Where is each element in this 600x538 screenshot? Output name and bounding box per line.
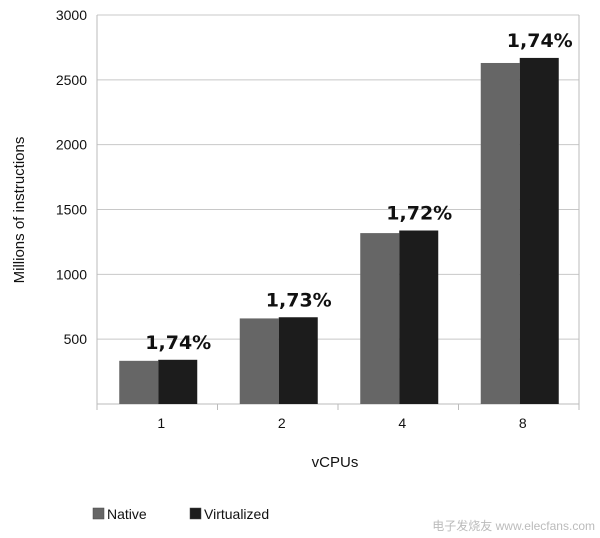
legend-swatch-native [92, 507, 105, 520]
labels: 500 1000 1500 2000 2500 3000 1 1,74% 2 1,73% 4 1,72… [56, 7, 573, 431]
legend: Native Virtualized [92, 506, 269, 522]
data-label: 1,74% [145, 332, 211, 354]
legend-swatch-virtualized [189, 507, 202, 520]
bar-native-2 [239, 318, 279, 404]
x-tick-label: 8 [519, 415, 527, 431]
bar-native-1 [119, 360, 159, 404]
bar-native-8 [480, 62, 520, 405]
bar-virtualized-2 [278, 317, 318, 404]
x-tick-label: 4 [398, 415, 406, 431]
watermark: 电子发烧友 www.elecfans.com [432, 518, 595, 533]
bar-virtualized-4 [399, 230, 439, 404]
bar-native-4 [360, 233, 400, 404]
data-label: 1,73% [266, 289, 332, 311]
y-tick-label: 500 [64, 331, 88, 347]
x-tick-label: 2 [278, 415, 286, 431]
y-tick-label: 2000 [56, 137, 87, 153]
legend-label-native: Native [107, 506, 147, 522]
data-label: 1,74% [507, 30, 573, 52]
x-tick-label: 1 [157, 415, 165, 431]
data-label: 1,72% [386, 203, 452, 225]
y-axis-label: Millions of instructions [11, 137, 28, 284]
legend-label-virtualized: Virtualized [204, 506, 269, 522]
y-tick-label: 3000 [56, 7, 87, 23]
bars [119, 57, 559, 405]
gridlines [96, 14, 580, 410]
x-axis-label: vCPUs [312, 454, 359, 471]
y-tick-label: 1000 [56, 266, 87, 282]
y-tick-label: 2500 [56, 72, 87, 88]
bar-virtualized-8 [519, 57, 559, 404]
bar-virtualized-1 [158, 359, 198, 404]
y-tick-label: 1500 [56, 202, 87, 218]
